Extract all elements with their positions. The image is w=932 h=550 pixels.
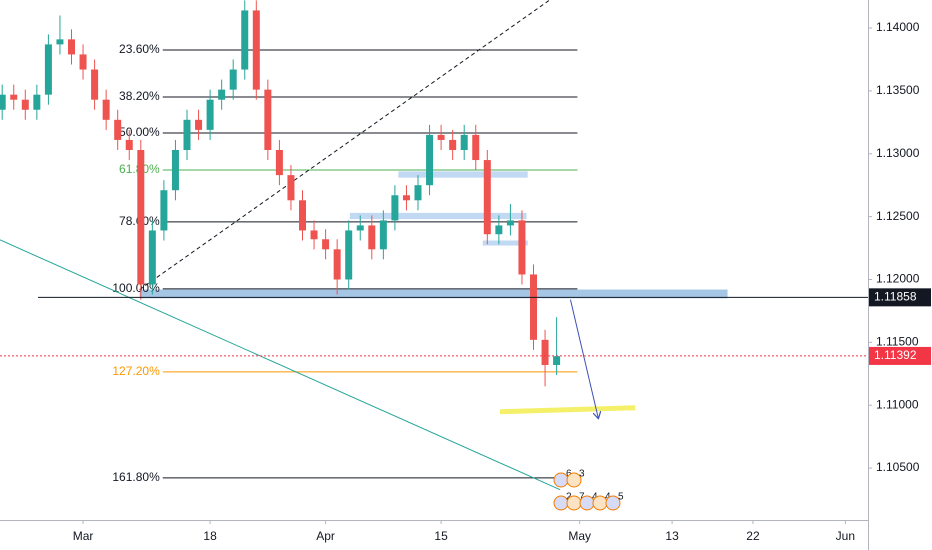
candle-body — [356, 225, 364, 231]
candle-body — [333, 249, 341, 280]
x-tick-label: 13 — [665, 529, 679, 543]
candle-body — [414, 185, 422, 201]
y-tick-label: 1.13000 — [876, 146, 920, 160]
event-label: 6 — [566, 469, 572, 480]
candle-body — [460, 134, 468, 150]
event-label: 7 — [579, 492, 585, 503]
candle-body — [241, 10, 249, 70]
candle-body — [79, 54, 87, 70]
event-label: 2 — [566, 492, 572, 503]
zone — [398, 171, 528, 178]
price-tag-label: 1.11392 — [874, 348, 917, 362]
event-flag — [566, 472, 582, 488]
event-label: 4 — [605, 492, 611, 503]
candle-body — [91, 69, 99, 100]
candle-body — [426, 134, 434, 186]
x-tick-label: Mar — [73, 529, 94, 543]
candle-body — [402, 195, 410, 201]
candle-body — [472, 134, 480, 161]
candle-body — [171, 149, 179, 191]
candle-body — [310, 230, 318, 240]
event-label: 5 — [618, 492, 624, 503]
zone — [139, 289, 728, 299]
y-tick-label: 1.11500 — [876, 335, 919, 349]
event-flag — [605, 495, 621, 511]
price-tag — [869, 288, 931, 307]
candle-body — [183, 119, 191, 150]
candle-body — [67, 39, 75, 55]
candle-body — [483, 160, 491, 235]
candle-body — [102, 99, 110, 120]
candle-body — [218, 89, 226, 100]
candle-body — [160, 190, 168, 231]
candle-body — [21, 99, 29, 110]
zone — [482, 240, 528, 246]
candle-body — [264, 89, 272, 150]
candle-body — [114, 119, 122, 140]
fib-label: 23.60% — [119, 42, 160, 56]
candle-body — [541, 339, 549, 365]
x-tick-label: May — [568, 529, 591, 543]
event-label: 4 — [592, 492, 598, 503]
fib-label: 50.00% — [119, 125, 160, 139]
x-tick-label: Jun — [836, 529, 855, 543]
y-tick-label: 1.11000 — [876, 397, 919, 411]
fib-label: 100.00% — [112, 281, 160, 295]
candle-body — [137, 149, 145, 285]
y-tick-label: 1.12000 — [876, 272, 920, 286]
candle-body — [449, 139, 457, 150]
candle-body — [368, 225, 376, 250]
candle-body — [44, 44, 52, 95]
candle-body — [10, 94, 18, 100]
y-tick-label: 1.13500 — [876, 83, 920, 97]
candle-body — [287, 175, 295, 201]
candle-body — [345, 230, 353, 280]
trend-line — [0, 239, 561, 491]
fib-label: 161.80% — [112, 470, 160, 484]
candle-body — [299, 200, 307, 231]
candle-body — [530, 274, 538, 340]
candle-body — [391, 195, 399, 221]
y-tick-label: 1.12500 — [876, 209, 920, 223]
candle-body — [553, 356, 561, 365]
x-tick-label: 18 — [203, 529, 217, 543]
fib-label: 38.20% — [119, 89, 160, 103]
x-tick-label: 15 — [434, 529, 448, 543]
candle-body — [506, 220, 514, 226]
candle-body — [379, 220, 387, 250]
candle-body — [437, 134, 445, 140]
fib-label: 127.20% — [112, 364, 160, 378]
price-tag — [869, 346, 931, 365]
candle-body — [252, 10, 260, 90]
candle-body — [275, 149, 283, 176]
candle-body — [495, 225, 503, 235]
zone — [349, 212, 527, 220]
trend-line — [499, 405, 636, 415]
candle-body — [206, 99, 214, 130]
candle-body — [229, 69, 237, 90]
y-tick-label: 1.14000 — [876, 20, 920, 34]
x-tick-label: Apr — [316, 529, 335, 543]
event-label: 3 — [579, 469, 585, 480]
candle-body — [195, 119, 203, 130]
price-tag-label: 1.11858 — [874, 290, 917, 304]
candle-body — [125, 139, 133, 150]
candle-body — [0, 94, 6, 110]
candle-body — [322, 239, 330, 250]
candle-body — [148, 230, 156, 285]
candle-body — [56, 39, 64, 45]
trend-line — [569, 299, 598, 418]
y-tick-label: 1.10500 — [876, 460, 920, 474]
x-tick-label: 22 — [746, 529, 760, 543]
candle-body — [518, 220, 526, 275]
candle-body — [33, 94, 41, 110]
